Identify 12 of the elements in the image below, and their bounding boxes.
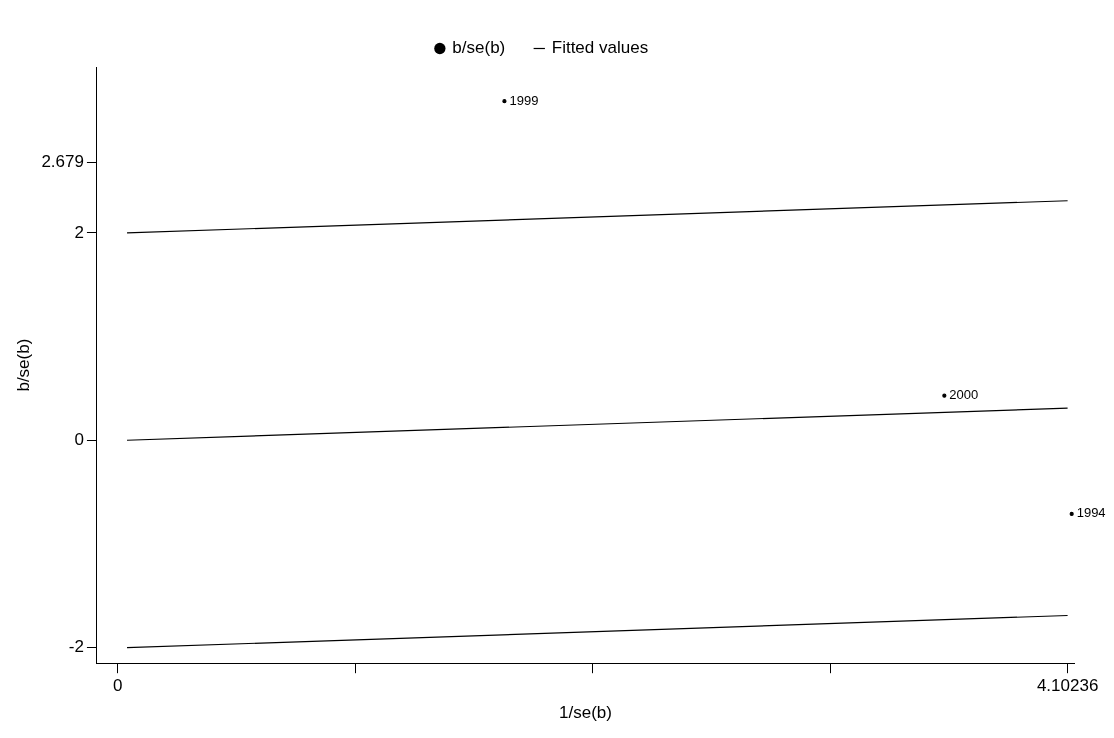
legend-label: Fitted values — [551, 38, 649, 58]
y-tick-label: 2 — [74, 222, 84, 242]
y-tick-label: 2.679 — [41, 152, 84, 172]
annotation: 1999 — [509, 92, 539, 108]
y-tick-label: -2 — [68, 637, 84, 657]
annotation: 2000 — [949, 387, 979, 403]
x-axis-title: 1/se(b) — [559, 703, 612, 723]
y-axis-title: b/se(b) — [13, 338, 33, 392]
annotation: 1994 — [1076, 505, 1106, 521]
x-tick-label: 4.10236 — [1036, 676, 1099, 696]
y-tick-label: 0 — [74, 429, 84, 449]
legend-label: b/se(b) — [452, 38, 506, 58]
